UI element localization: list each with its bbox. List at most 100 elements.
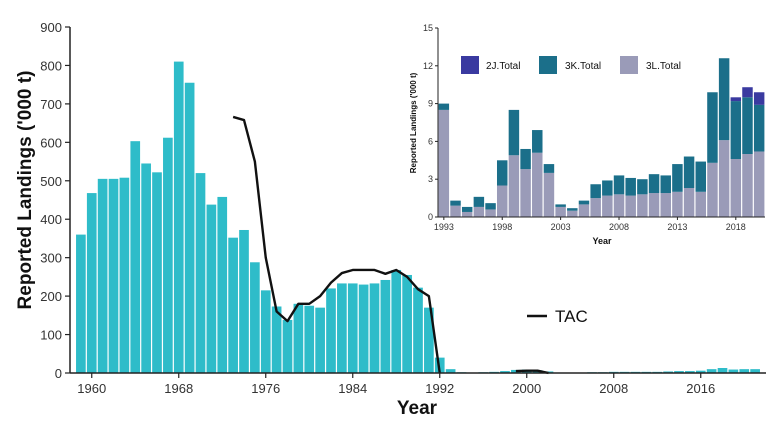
inset-bar-3k-total [637, 179, 647, 194]
inset-bar-3k-total [462, 207, 472, 212]
y-tick-label: 800 [40, 58, 62, 73]
bar [130, 141, 140, 373]
bar [217, 197, 227, 373]
bar [152, 172, 162, 373]
inset-x-axis-label: Year [592, 236, 612, 246]
inset-bar-3k-total [579, 201, 589, 205]
inset-bar-3l-total [509, 155, 519, 217]
bar [207, 205, 217, 373]
legend-label-3k: 3K.Total [565, 61, 601, 72]
x-tick-label: 1968 [164, 381, 193, 396]
inset-x-tick-label: 2003 [551, 222, 571, 232]
inset-y-tick-label: 9 [428, 99, 433, 109]
inset-bar-3k-total [544, 164, 554, 173]
inset-x-tick-label: 1993 [434, 222, 454, 232]
inset-bar-3l-total [696, 192, 706, 217]
inset-y-tick-label: 0 [428, 212, 433, 222]
inset-y-tick-label: 6 [428, 136, 433, 146]
inset-y-tick-label: 3 [428, 174, 433, 184]
bar [185, 83, 195, 373]
bar [228, 238, 238, 373]
inset-bar-3k-total [731, 101, 741, 159]
inset-bar-3k-total [684, 157, 694, 189]
bar [239, 230, 249, 373]
bar [272, 306, 282, 373]
bar [98, 179, 108, 373]
inset-bar-3l-total [649, 193, 659, 217]
inset-bar-3l-total [555, 207, 565, 217]
bar [163, 138, 173, 373]
x-tick-label: 1984 [338, 381, 367, 396]
legend-swatch-3l [620, 56, 638, 74]
inset-bar-3l-total [474, 207, 484, 217]
bar [315, 308, 325, 373]
bar [294, 304, 304, 373]
legend-label-3l: 3L.Total [646, 61, 681, 72]
main-y-axis-label: Reported Landings ('000 t) [15, 71, 36, 310]
inset-bar-3k-total [439, 104, 449, 110]
bar [348, 283, 358, 373]
inset-bar-3l-total [672, 192, 682, 217]
inset-bar-3k-total [742, 97, 752, 154]
main-legend: TAC [527, 307, 588, 326]
inset-bar-3l-total [532, 153, 542, 217]
x-tick-label: 2016 [686, 381, 715, 396]
inset-bar-3l-total [439, 110, 449, 217]
legend-swatch-2j [461, 56, 479, 74]
bar [381, 280, 391, 373]
bar [87, 193, 97, 373]
y-tick-label: 500 [40, 174, 62, 189]
bar [174, 62, 184, 373]
inset-bar-3k-total [555, 204, 565, 207]
inset-bar-3l-total [754, 151, 764, 217]
y-tick-label: 300 [40, 251, 62, 266]
inset-x-tick-label: 2008 [609, 222, 629, 232]
inset-bar-3l-total [660, 193, 670, 217]
bar [120, 178, 130, 373]
inset-bar-2j-total [742, 87, 752, 97]
bar [76, 235, 86, 373]
bar [402, 275, 412, 373]
inset-bar-3l-total [485, 209, 495, 217]
bar [141, 163, 151, 373]
y-tick-label: 0 [55, 366, 62, 381]
x-tick-label: 1976 [251, 381, 280, 396]
inset-bar-3k-total [450, 201, 460, 206]
inset-bar-3k-total [660, 175, 670, 193]
x-tick-label: 1992 [425, 381, 454, 396]
inset-x-tick-label: 2018 [726, 222, 746, 232]
bar [370, 283, 380, 373]
inset-x-tick-label: 1998 [492, 222, 512, 232]
inset-y-axis-label: Reported Landings ('000 t) [409, 72, 418, 173]
inset-bar-3k-total [672, 164, 682, 192]
inset-bar-3l-total [742, 154, 752, 217]
inset-bar-3k-total [509, 110, 519, 155]
inset-bar-3l-total [719, 140, 729, 217]
inset-bar-3l-total [637, 194, 647, 217]
bar [261, 290, 271, 373]
inset-bar-3l-total [567, 211, 577, 217]
bar [109, 179, 119, 373]
x-tick-label: 2000 [512, 381, 541, 396]
inset-bar-3k-total [485, 203, 495, 209]
inset-bar-3l-total [602, 196, 612, 217]
inset-bar-3k-total [719, 58, 729, 140]
inset-bar-2j-total [754, 92, 764, 105]
inset-bar-3k-total [602, 180, 612, 195]
inset-bar-3l-total [520, 169, 530, 217]
inset-bar-3k-total [474, 197, 484, 207]
legend-tac-label: TAC [555, 307, 588, 326]
inset-bar-3k-total [707, 92, 717, 163]
y-tick-label: 400 [40, 212, 62, 227]
inset-bar-3l-total [590, 198, 600, 217]
bar [283, 320, 293, 373]
inset-bar-3l-total [614, 194, 624, 217]
main-x-axis-label: Year [397, 398, 438, 419]
inset-bar-3k-total [590, 184, 600, 198]
inset-bar-3l-total [684, 188, 694, 217]
inset-bar-3l-total [625, 196, 635, 217]
x-tick-label: 1960 [77, 381, 106, 396]
inset-y-tick-label: 12 [423, 61, 433, 71]
bar [359, 285, 369, 373]
